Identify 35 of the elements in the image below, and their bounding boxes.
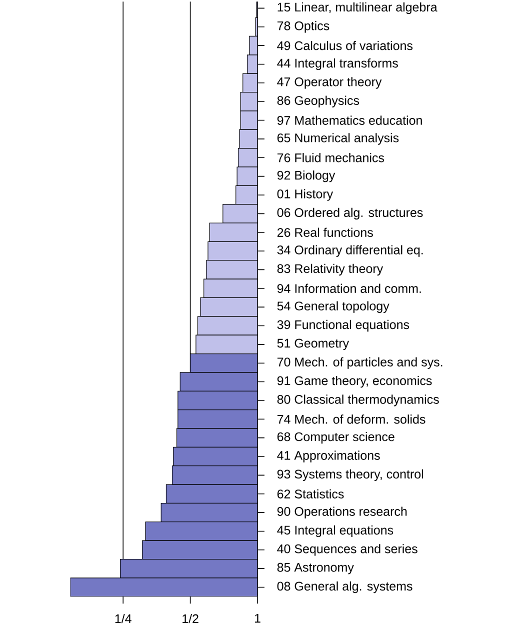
x-tick-label: 1/2 [182,614,198,624]
y-tick-label: 08 General alg. systems [277,581,412,594]
y-tick-label: 51 Geometry [277,338,350,350]
y-tick-label: 86 Geophysics [277,96,360,108]
y-tick-label: 91 Game theory, economics [277,376,432,388]
y-tick-label: 94 Information and comm. [277,284,421,293]
y-tick-label: 93 Systems theory, control [277,469,424,481]
y-tick-label: 41 Approximations [277,450,380,462]
y-tick-label: 15 Linear, multilinear algebra [278,2,438,14]
y-tick-label: 26 Real functions [277,228,373,237]
y-tick-label: 92 Biology [277,170,336,182]
y-tick-label: 40 Sequences and series [277,544,418,556]
y-tick-label: 80 Classical thermodynamics [277,394,439,406]
y-tick-label: 01 History [277,189,334,201]
y-tick-label: 62 Statistics [277,489,344,498]
y-tick-label: 44 Integral transforms [277,58,398,70]
y-tick-label: 68 Computer science [277,432,394,444]
y-tick-label: 45 Integral equations [277,525,394,538]
y-tick-label: 90 Operations research [277,506,407,518]
y-tick-label: 65 Numerical analysis [277,133,399,145]
y-tick-label: 74 Mech. of deform. solids [277,414,426,424]
x-tick-label: 1/4 [115,614,132,624]
y-tick-label: 70 Mech. of particles and sys. [277,357,442,369]
y-tick-label: 34 Ordinary differential eq. [277,245,423,257]
y-tick-label: 97 Mathematics education [277,116,422,125]
y-tick-label: 49 Calculus of variations [277,40,413,50]
y-tick-label: 78 Optics [277,21,330,33]
y-tick-label: 39 Functional equations [277,320,410,332]
y-tick-label: 85 Astronomy [277,562,354,574]
y-tick-label: 76 Fluid mechanics [277,153,384,162]
y-tick-label: 83 Relativity theory [277,264,384,276]
y-tick-label: 54 General topology [277,301,390,313]
y-tick-label: 47 Operator theory [277,77,382,89]
y-tick-label: 06 Ordered alg. structures [277,208,423,220]
x-tick-label: 1 [254,614,260,623]
